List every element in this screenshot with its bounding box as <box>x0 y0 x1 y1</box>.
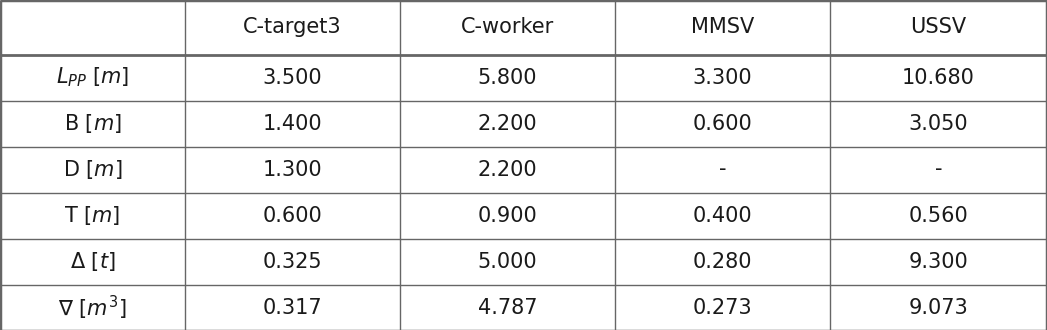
Text: $\nabla$ $[m^3]$: $\nabla$ $[m^3]$ <box>59 293 127 322</box>
Text: 3.300: 3.300 <box>693 68 753 87</box>
Text: 9.073: 9.073 <box>909 298 968 317</box>
Text: -: - <box>718 159 727 180</box>
Text: 4.787: 4.787 <box>477 298 537 317</box>
Text: B $[m]$: B $[m]$ <box>64 112 121 135</box>
Text: 0.273: 0.273 <box>693 298 753 317</box>
Text: 0.560: 0.560 <box>909 206 968 225</box>
Text: 0.400: 0.400 <box>693 206 753 225</box>
Text: T $[m]$: T $[m]$ <box>64 204 120 227</box>
Text: 9.300: 9.300 <box>909 251 968 272</box>
Text: 1.400: 1.400 <box>263 114 322 134</box>
Text: 0.600: 0.600 <box>693 114 753 134</box>
Text: MMSV: MMSV <box>691 17 754 37</box>
Text: 0.280: 0.280 <box>693 251 752 272</box>
Text: 5.000: 5.000 <box>477 251 537 272</box>
Text: C-worker: C-worker <box>461 17 554 37</box>
Text: 0.600: 0.600 <box>263 206 322 225</box>
Text: USSV: USSV <box>911 17 966 37</box>
Text: 3.500: 3.500 <box>263 68 322 87</box>
Text: 2.200: 2.200 <box>477 159 537 180</box>
Text: 10.680: 10.680 <box>903 68 975 87</box>
Text: $\Delta$ $[t]$: $\Delta$ $[t]$ <box>70 250 115 273</box>
Text: C-target3: C-target3 <box>243 17 341 37</box>
Text: D $[m]$: D $[m]$ <box>63 158 122 181</box>
Text: 0.317: 0.317 <box>263 298 322 317</box>
Text: -: - <box>935 159 942 180</box>
Text: 0.325: 0.325 <box>263 251 322 272</box>
Text: 0.900: 0.900 <box>477 206 537 225</box>
Text: $L_{PP}$ $[m]$: $L_{PP}$ $[m]$ <box>55 66 129 89</box>
Text: 5.800: 5.800 <box>477 68 537 87</box>
Text: 2.200: 2.200 <box>477 114 537 134</box>
Text: 1.300: 1.300 <box>263 159 322 180</box>
Text: 3.050: 3.050 <box>909 114 968 134</box>
